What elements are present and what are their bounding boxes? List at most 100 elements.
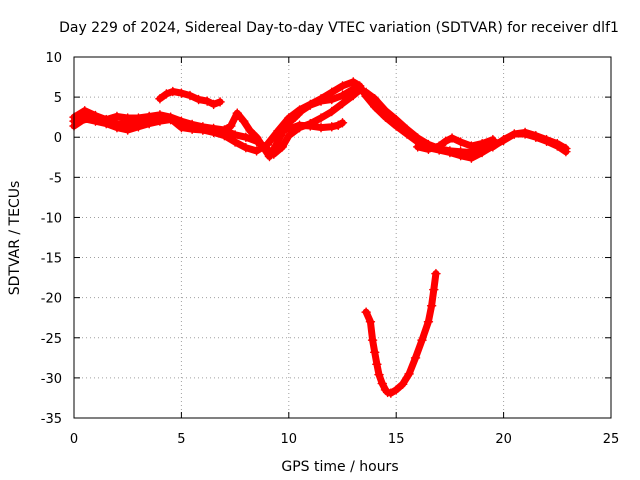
data-point bbox=[477, 138, 487, 149]
data-point bbox=[241, 142, 251, 153]
data-point bbox=[238, 116, 249, 126]
x-tick-label: 20 bbox=[495, 432, 512, 447]
data-point bbox=[455, 146, 466, 157]
data-point bbox=[369, 347, 380, 357]
x-tick-label: 15 bbox=[388, 432, 405, 447]
data-point bbox=[426, 300, 437, 311]
data-point bbox=[348, 84, 358, 94]
data-point bbox=[431, 268, 441, 279]
data-point bbox=[369, 93, 380, 104]
data-point bbox=[161, 89, 172, 99]
axes: 0 5 10 15 20 25 10 5 0 -5 -10 -15 -20 -25 -30 -35 bbox=[41, 51, 620, 447]
data-point bbox=[165, 114, 176, 124]
data-point bbox=[361, 307, 371, 317]
data-point bbox=[552, 138, 563, 149]
data-point bbox=[520, 127, 530, 138]
data-point bbox=[79, 110, 90, 121]
data-point bbox=[198, 125, 208, 135]
data-point bbox=[208, 126, 219, 136]
data-point bbox=[391, 114, 401, 125]
data-point bbox=[271, 140, 281, 150]
data-point bbox=[412, 142, 423, 152]
data-point bbox=[440, 136, 451, 146]
data-point bbox=[264, 151, 275, 162]
data-point bbox=[367, 335, 378, 345]
data-point bbox=[466, 141, 477, 151]
data-point bbox=[365, 316, 376, 327]
y-tick-label: -30 bbox=[41, 372, 62, 387]
data-point bbox=[423, 144, 434, 155]
data-point bbox=[202, 96, 212, 106]
y-tick-label: -20 bbox=[41, 292, 62, 307]
plot-frame bbox=[73, 56, 612, 419]
data-point bbox=[397, 379, 408, 390]
data-point bbox=[305, 121, 316, 131]
data-point bbox=[101, 114, 111, 125]
data-point bbox=[284, 124, 294, 134]
y-tick-label: -15 bbox=[41, 252, 62, 267]
data-point bbox=[133, 118, 144, 128]
data-point bbox=[327, 94, 337, 105]
data-point bbox=[144, 114, 154, 124]
data-point bbox=[241, 132, 251, 142]
data-point bbox=[412, 133, 423, 143]
data-point bbox=[445, 146, 455, 156]
data-point bbox=[258, 142, 268, 152]
data-point bbox=[230, 130, 240, 140]
data-point bbox=[316, 96, 326, 106]
data-point bbox=[232, 108, 242, 118]
data-point bbox=[372, 359, 382, 370]
data-point bbox=[90, 114, 101, 124]
x-tick-label: 0 bbox=[70, 432, 78, 447]
data-point bbox=[509, 129, 520, 139]
data-point bbox=[245, 126, 255, 136]
data-point bbox=[410, 353, 421, 363]
data-point bbox=[215, 97, 225, 107]
y-axis-title: SDTVAR / TECUs bbox=[7, 181, 23, 296]
data-point bbox=[374, 369, 384, 380]
data-point bbox=[155, 93, 165, 104]
data-point bbox=[251, 146, 262, 156]
data-point bbox=[429, 284, 439, 295]
y-tick-label: -10 bbox=[41, 211, 62, 226]
data-point bbox=[337, 90, 348, 101]
data-point bbox=[380, 105, 391, 116]
y-tick-label: 5 bbox=[54, 91, 62, 106]
y-tick-label: 0 bbox=[54, 131, 62, 146]
y-tick-label: -5 bbox=[49, 171, 62, 186]
y-tick-label: -25 bbox=[41, 332, 62, 347]
chart-title: Day 229 of 2024, Sidereal Day-to-day VTE… bbox=[59, 20, 619, 36]
data-point bbox=[219, 125, 230, 135]
data-point bbox=[498, 134, 509, 145]
data-point bbox=[402, 124, 412, 134]
data-series bbox=[69, 77, 571, 398]
y-tick-label: -35 bbox=[41, 412, 62, 427]
data-point bbox=[316, 122, 326, 133]
data-point bbox=[277, 127, 288, 138]
y-tick-label: 10 bbox=[45, 51, 62, 66]
x-tick-label: 10 bbox=[281, 432, 298, 447]
data-point bbox=[193, 94, 204, 105]
data-point bbox=[251, 132, 262, 142]
x-tick-label: 25 bbox=[603, 432, 620, 447]
data-point bbox=[305, 100, 316, 110]
data-point bbox=[185, 90, 195, 101]
data-point bbox=[488, 134, 498, 145]
series-trace-e bbox=[285, 119, 346, 133]
data-point bbox=[337, 81, 348, 91]
data-point bbox=[423, 316, 434, 327]
data-point bbox=[168, 86, 178, 97]
data-point bbox=[386, 388, 396, 398]
data-point bbox=[404, 369, 414, 379]
data-point bbox=[455, 137, 466, 147]
data-point bbox=[316, 113, 326, 123]
data-point bbox=[561, 143, 571, 154]
data-point bbox=[337, 118, 348, 128]
data-point bbox=[176, 88, 187, 98]
data-point bbox=[155, 112, 165, 122]
data-point bbox=[187, 124, 197, 134]
data-point bbox=[290, 112, 300, 122]
data-point bbox=[176, 122, 187, 133]
data-point bbox=[352, 80, 363, 90]
